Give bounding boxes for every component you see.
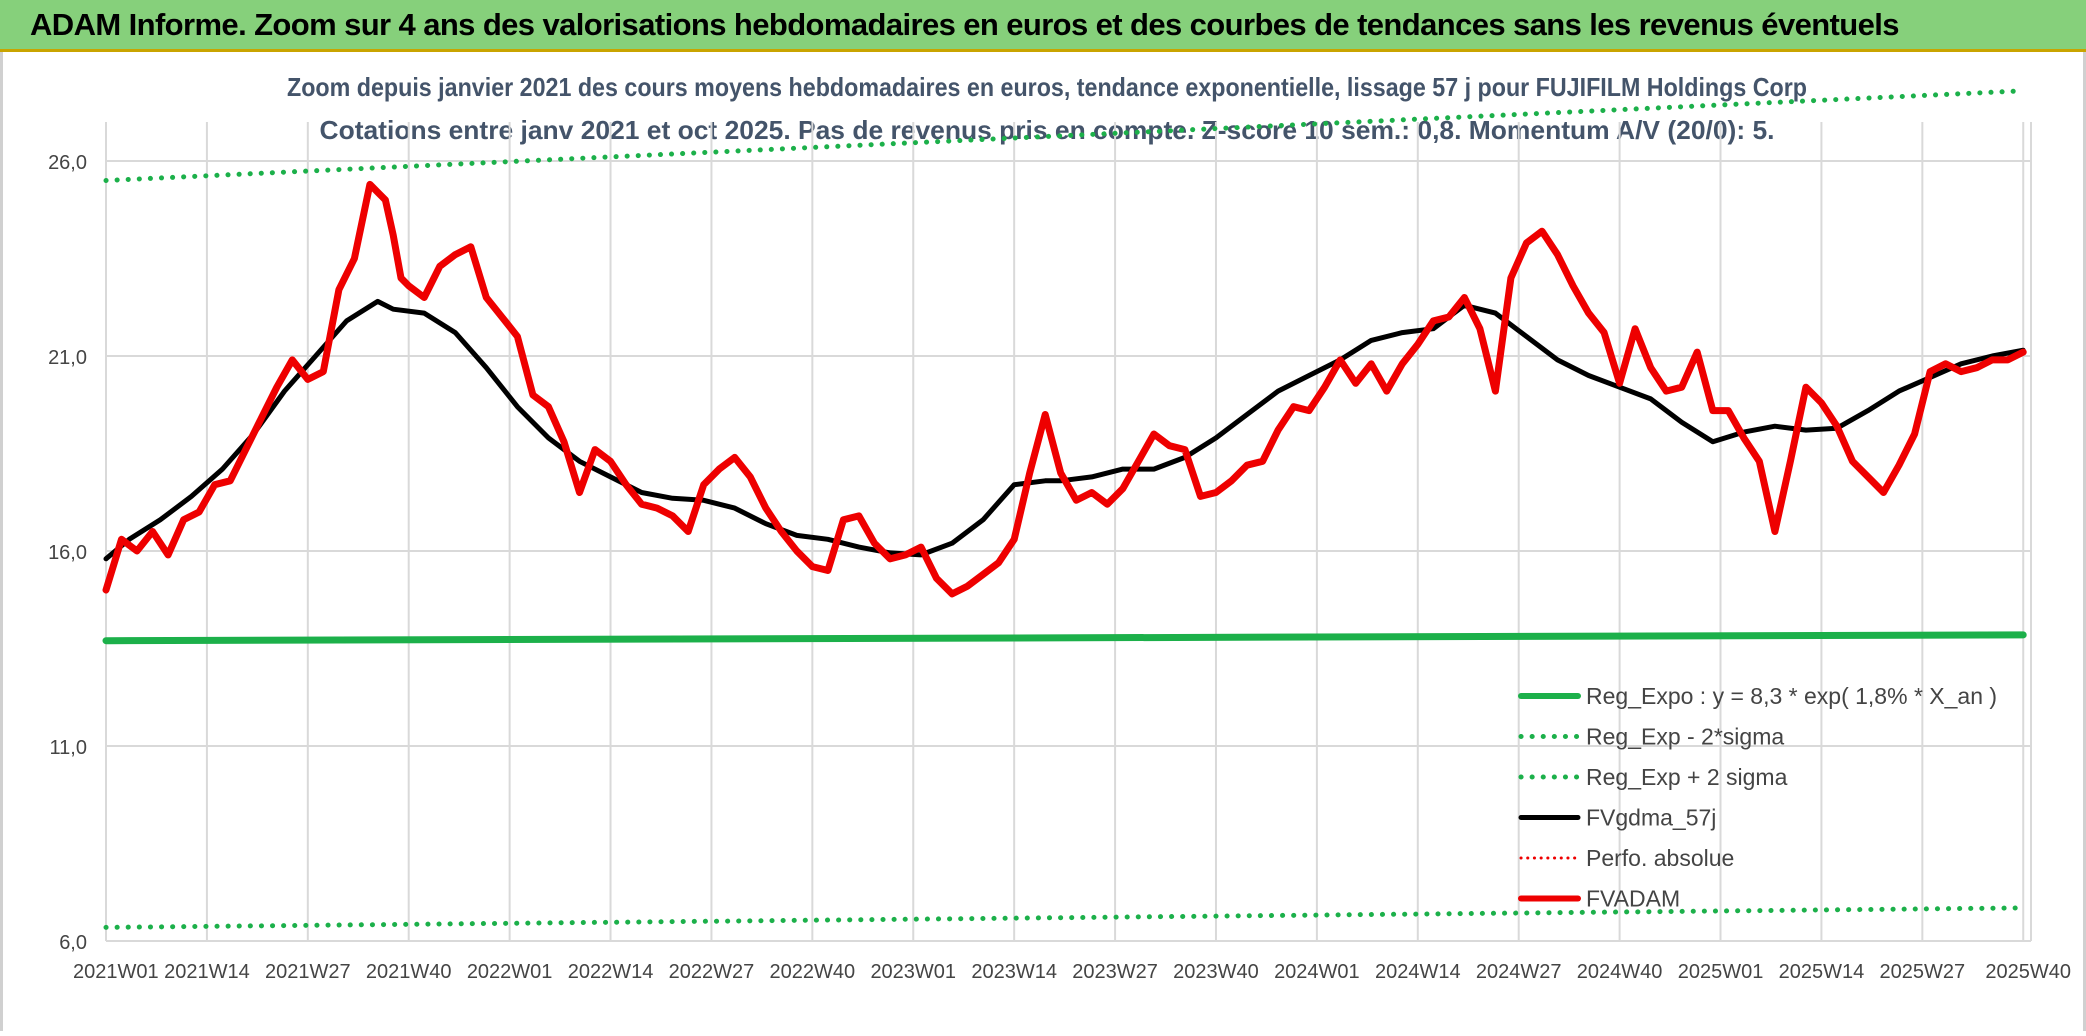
x-tick-label: 2025W14 — [1779, 961, 1865, 983]
series-line-0 — [102, 631, 2027, 645]
legend-label: FVADAM — [1586, 886, 1680, 912]
y-tick-label: 21,0 — [48, 347, 87, 369]
legend-label: Reg_Expo : y = 8,3 * exp( 1,8% * X_an ) — [1586, 683, 1997, 709]
x-tick-label: 2022W14 — [568, 961, 654, 983]
legend-label: Reg_Exp - 2*sigma — [1586, 724, 1784, 750]
x-tick-label: 2022W27 — [669, 961, 755, 983]
y-tick-label: 11,0 — [50, 737, 87, 759]
series-line-1 — [103, 905, 2026, 930]
x-tick-label: 2024W14 — [1375, 961, 1461, 983]
chart-title-line1: Zoom depuis janvier 2021 des cours moyen… — [287, 72, 1807, 102]
x-tick-label: 2024W40 — [1577, 961, 1663, 983]
x-tick-label: 2023W14 — [971, 961, 1057, 983]
legend-label: FVgdma_57j — [1586, 805, 1716, 831]
x-tick-label: 2022W01 — [467, 961, 553, 983]
x-tick-label: 2021W40 — [366, 961, 452, 983]
x-tick-label: 2021W27 — [265, 961, 351, 983]
x-tick-label: 2023W27 — [1072, 961, 1158, 983]
series-line-2 — [103, 88, 2026, 183]
report-title: ADAM Informe. Zoom sur 4 ans des valoris… — [30, 7, 1900, 42]
x-tick-label: 2025W01 — [1678, 961, 1764, 983]
y-tick-label: 16,0 — [48, 542, 87, 564]
legend-label: Perfo. absolue — [1586, 845, 1734, 871]
y-tick-label: 6,0 — [59, 932, 87, 954]
legend-label: Reg_Exp + 2 sigma — [1586, 764, 1788, 790]
line-chart: Zoom depuis janvier 2021 des cours moyen… — [48, 72, 2071, 983]
x-tick-label: 2021W01 — [73, 961, 159, 983]
series-line-5 — [102, 180, 2027, 598]
chart-title-line2: Cotations entre janv 2021 et oct 2025. P… — [320, 115, 1775, 145]
x-tick-label: 2023W40 — [1173, 961, 1259, 983]
x-tick-label: 2024W01 — [1274, 961, 1360, 983]
y-tick-label: 26,0 — [48, 152, 87, 174]
report-banner: ADAM Informe. Zoom sur 4 ans des valoris… — [0, 0, 2086, 52]
x-tick-label: 2025W27 — [1880, 961, 1966, 983]
x-tick-label: 2022W40 — [770, 961, 856, 983]
x-tick-label: 2024W27 — [1476, 961, 1562, 983]
x-tick-label: 2021W14 — [164, 961, 250, 983]
chart-frame: Zoom depuis janvier 2021 des cours moyen… — [0, 52, 2086, 1031]
x-tick-label: 2025W40 — [1985, 961, 2071, 983]
series-line-3 — [103, 298, 2026, 562]
x-tick-label: 2023W01 — [870, 961, 956, 983]
